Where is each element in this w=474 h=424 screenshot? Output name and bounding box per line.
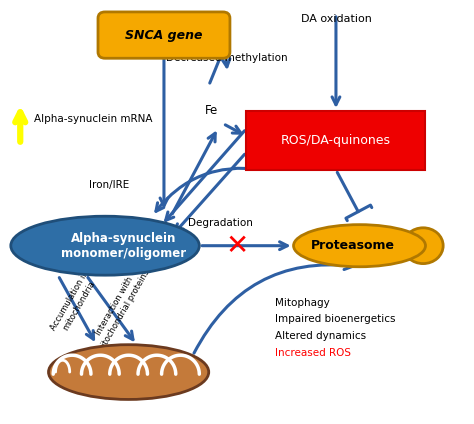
Text: Fe: Fe xyxy=(204,104,218,117)
Text: Accumulation in
mitochondria: Accumulation in mitochondria xyxy=(49,268,100,337)
Text: Increased ROS: Increased ROS xyxy=(275,348,351,358)
Text: ROS/DA-quinones: ROS/DA-quinones xyxy=(281,134,391,147)
Text: Alpha-synuclein mRNA: Alpha-synuclein mRNA xyxy=(35,114,153,124)
Text: Altered dynamics: Altered dynamics xyxy=(275,331,366,341)
FancyBboxPatch shape xyxy=(98,12,230,58)
Ellipse shape xyxy=(293,225,426,267)
Text: DA oxidation: DA oxidation xyxy=(301,14,372,24)
Text: Mitophagy: Mitophagy xyxy=(275,298,329,307)
FancyBboxPatch shape xyxy=(246,111,426,170)
Circle shape xyxy=(403,228,443,264)
Text: ✕: ✕ xyxy=(225,232,249,259)
Text: Degradation: Degradation xyxy=(188,218,253,228)
Text: SNCA gene: SNCA gene xyxy=(125,28,203,42)
Text: Alpha-synuclein
monomer/oligomer: Alpha-synuclein monomer/oligomer xyxy=(61,232,186,259)
Text: Iron/IRE: Iron/IRE xyxy=(89,180,129,190)
Ellipse shape xyxy=(11,216,199,275)
Text: Decreased methylation: Decreased methylation xyxy=(166,53,288,63)
Text: Impaired bioenergetics: Impaired bioenergetics xyxy=(275,315,395,324)
Ellipse shape xyxy=(48,345,209,399)
Text: Interaction with
mitochondrial proteins: Interaction with mitochondrial proteins xyxy=(87,263,151,355)
Text: Proteasome: Proteasome xyxy=(310,239,394,252)
